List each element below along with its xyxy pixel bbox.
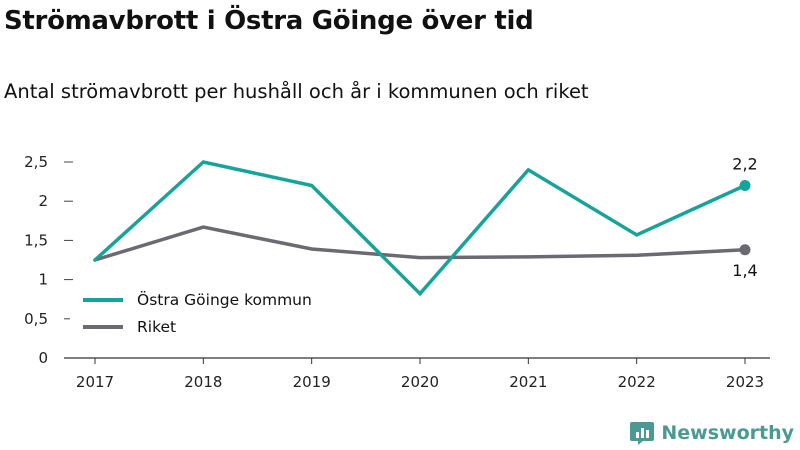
x-tick-label: 2023 — [726, 373, 764, 391]
y-axis: 0 0,5 1 1,5 2 2,5 — [24, 153, 73, 367]
y-tick-label: 0 — [38, 349, 48, 367]
x-tick-label: 2017 — [76, 373, 114, 391]
y-tick-label: 2 — [38, 192, 48, 210]
chart-subtitle: Antal strömavbrott per hushåll och år i … — [4, 80, 589, 103]
legend-label: Riket — [137, 318, 176, 336]
end-markers: 2,2 1,4 — [732, 155, 757, 280]
chart-lines — [93, 160, 747, 297]
series-line-riket — [93, 225, 747, 262]
x-axis: 2017 2018 2019 2020 2021 2022 2023 — [64, 357, 770, 391]
x-tick-label: 2022 — [618, 373, 656, 391]
x-tick-label: 2020 — [401, 373, 439, 391]
brand: Newsworthy — [629, 420, 794, 446]
y-tick-label: 1 — [38, 271, 48, 289]
x-tick-label: 2021 — [509, 373, 547, 391]
legend-background — [70, 285, 347, 343]
legend: Östra Göinge kommun Riket — [70, 285, 347, 343]
legend-label: Östra Göinge kommun — [137, 290, 312, 309]
end-value-label: 1,4 — [732, 261, 757, 280]
chart-title: Strömavbrott i Östra Göinge över tid — [4, 6, 534, 36]
series-line-ostra-goinge — [93, 160, 747, 297]
y-tick-label: 1,5 — [24, 231, 48, 249]
brand-name: Newsworthy — [661, 422, 794, 444]
x-tick-label: 2018 — [184, 373, 222, 391]
y-tick-label: 0,5 — [24, 310, 48, 328]
end-value-label: 2,2 — [732, 155, 757, 174]
end-point-ostra-goinge — [739, 180, 751, 192]
x-tick-label: 2019 — [293, 373, 331, 391]
y-tick-label: 2,5 — [24, 153, 48, 171]
newsworthy-logo-icon — [630, 422, 655, 445]
end-point-riket — [739, 244, 751, 256]
